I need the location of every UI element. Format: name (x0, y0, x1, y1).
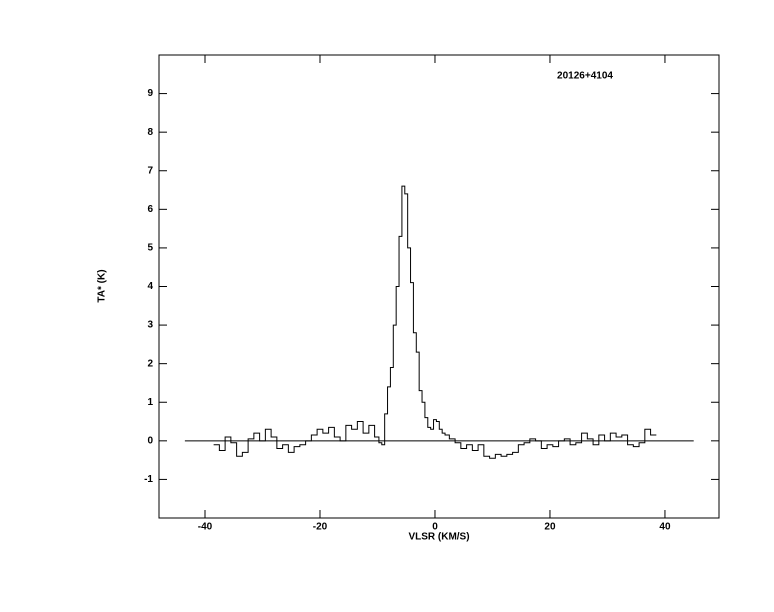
y-tick-label: 7 (147, 165, 153, 176)
annotation: 20126+4104 (557, 71, 613, 82)
x-tick-label: -20 (313, 522, 328, 533)
y-tick-label: 2 (147, 358, 153, 369)
y-tick-label: 1 (147, 397, 153, 408)
y-tick-label: 4 (147, 281, 153, 292)
y-tick-label: 8 (147, 127, 153, 138)
x-tick-label: 40 (659, 522, 671, 533)
x-axis-label: VLSR (KM/S) (408, 532, 469, 543)
y-tick-label: 3 (147, 320, 153, 331)
y-tick-label: 5 (147, 243, 153, 254)
spectrum-line (213, 185, 657, 459)
y-tick-label: 0 (147, 435, 153, 446)
plot-frame (158, 54, 720, 519)
y-tick-label: 9 (147, 88, 153, 99)
y-tick-label: 6 (147, 204, 153, 215)
y-tick-label: -1 (144, 474, 153, 485)
x-tick-label: 0 (432, 522, 438, 533)
x-tick-label: -40 (198, 522, 213, 533)
y-axis-label: TA* (K) (97, 269, 108, 302)
x-tick-label: 20 (544, 522, 556, 533)
